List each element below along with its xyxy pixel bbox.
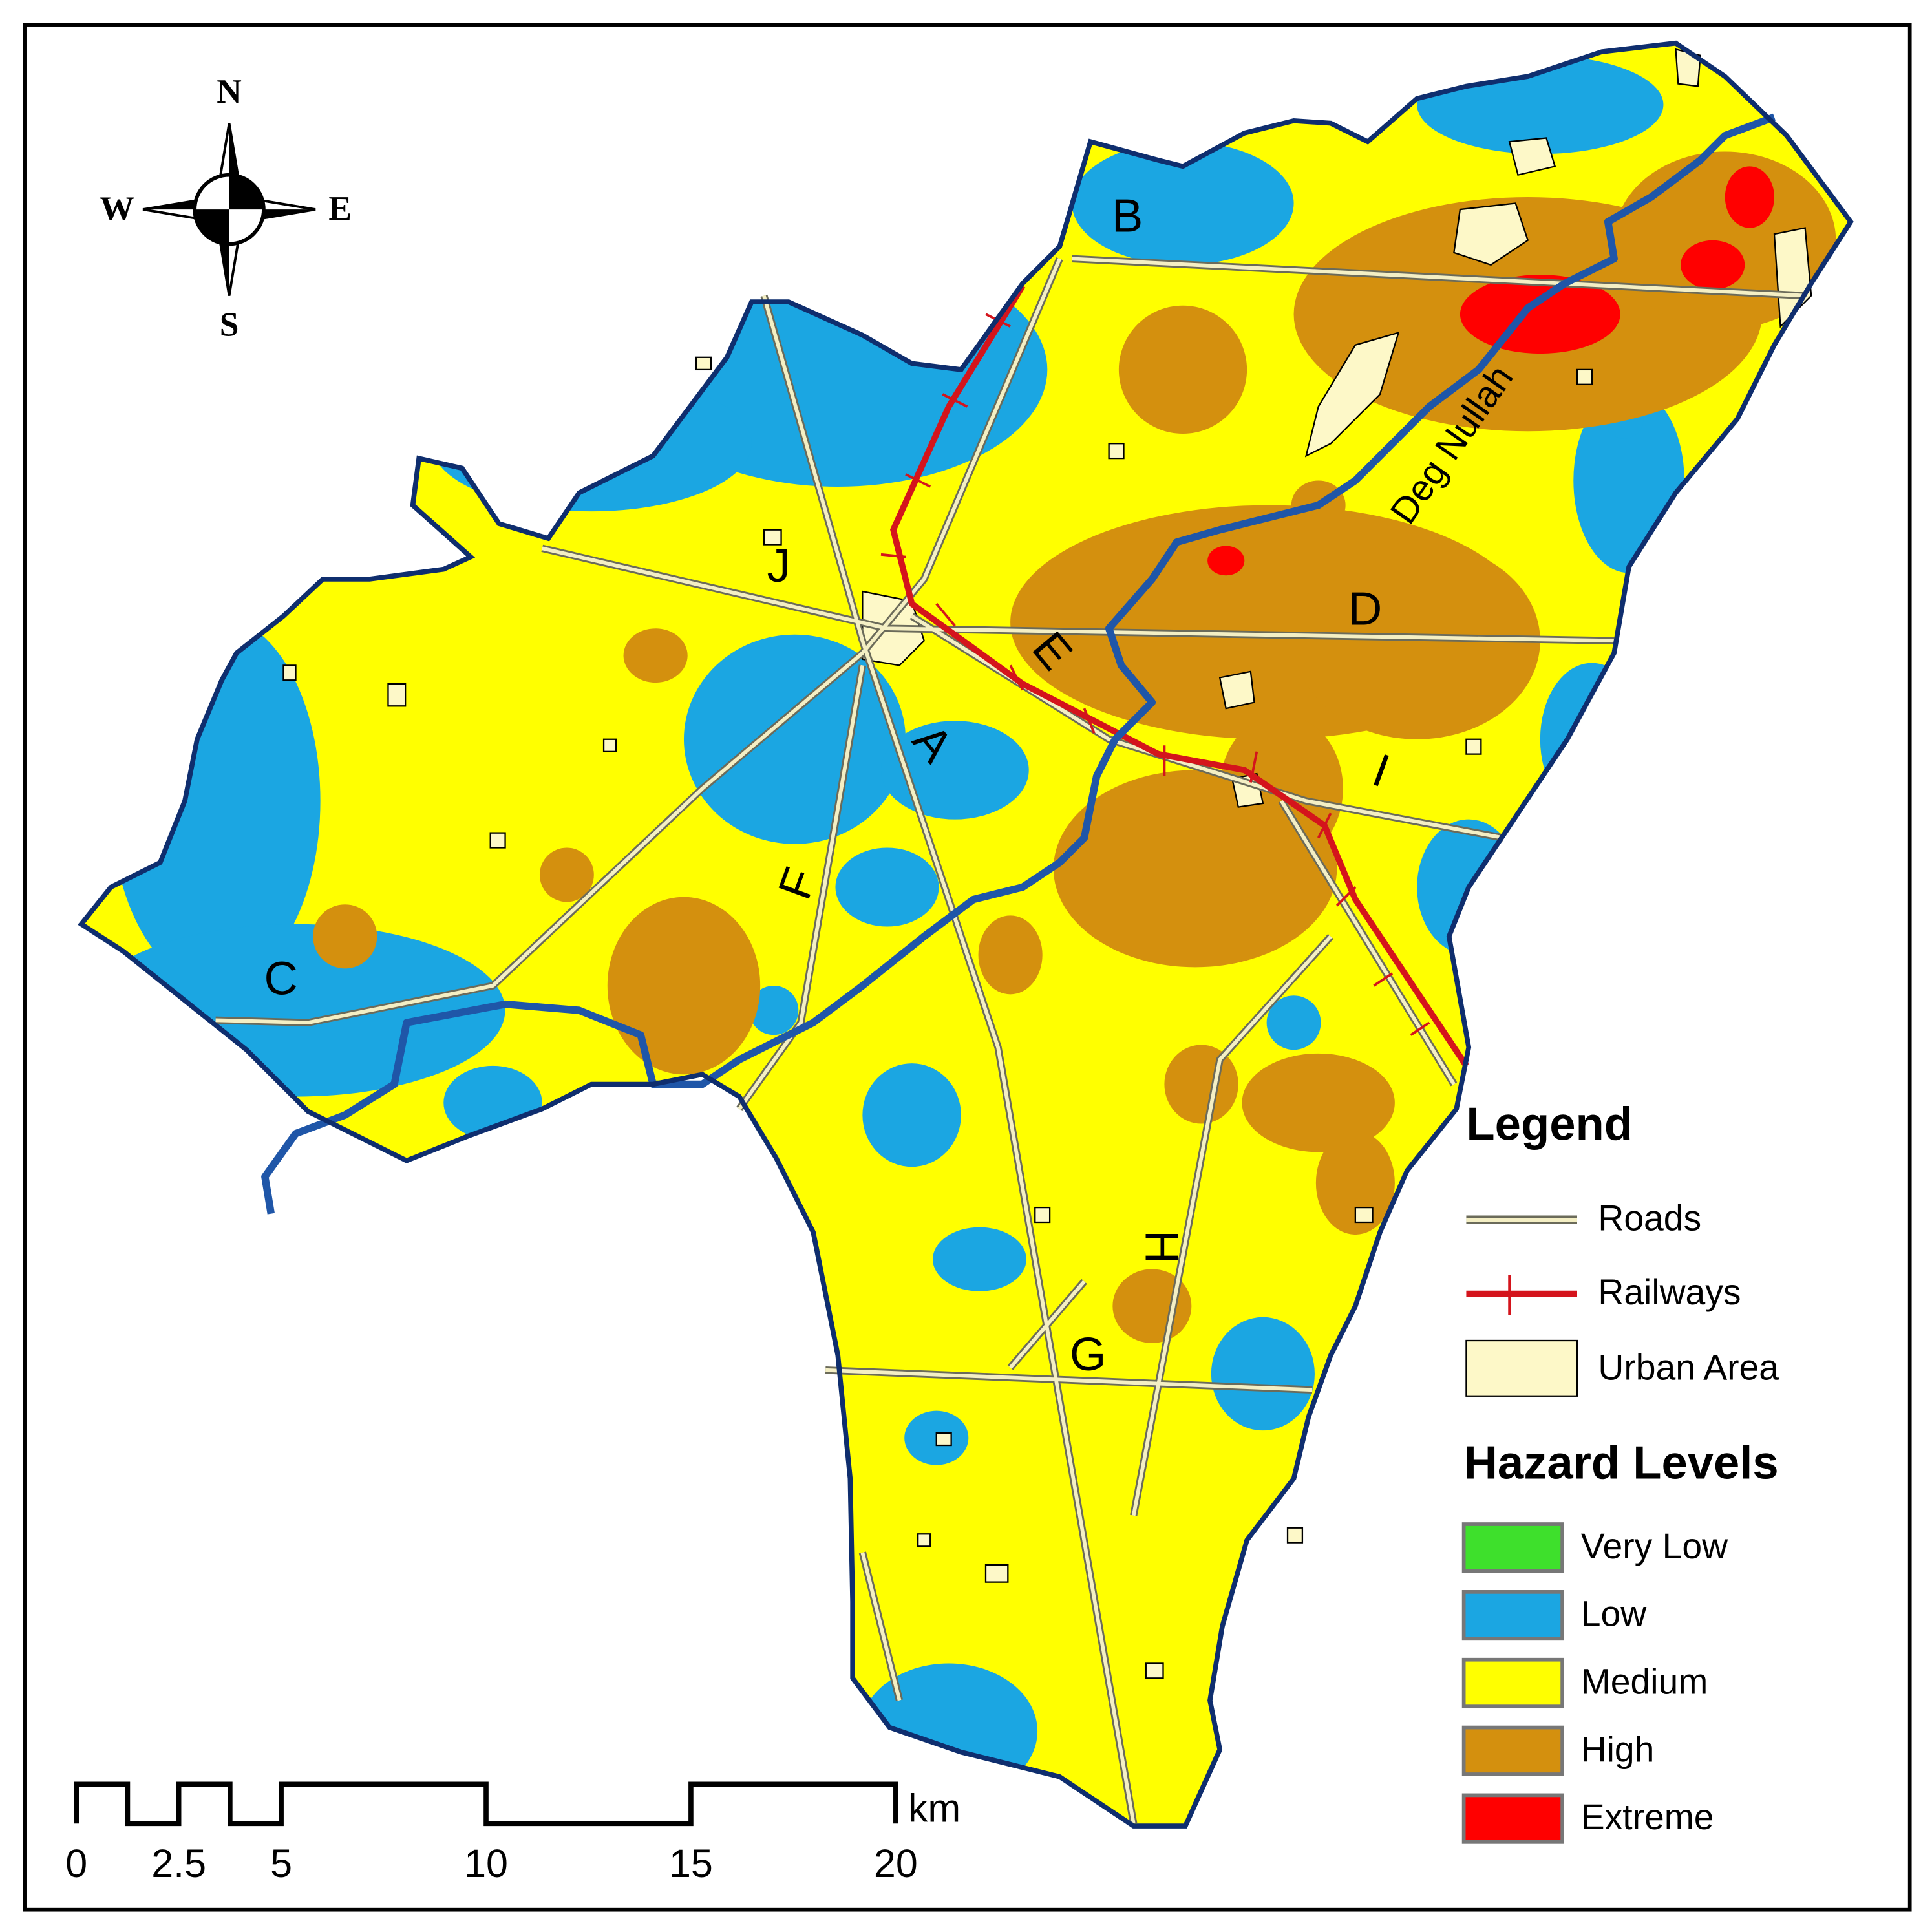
hazard-label: Extreme — [1581, 1797, 1714, 1837]
high-zone — [313, 904, 377, 969]
scale-tick-label: 0 — [65, 1842, 87, 1885]
high-zone — [607, 897, 761, 1075]
compass: N S E W — [100, 72, 352, 343]
compass-east: E — [328, 189, 352, 228]
high-zone — [1220, 714, 1343, 863]
zone-label: D — [1348, 583, 1382, 635]
scale-tick-label: 10 — [464, 1842, 508, 1885]
hazard-swatch — [1461, 1657, 1564, 1709]
urban-area — [1286, 1527, 1304, 1544]
scale-tick-label: 2.5 — [151, 1842, 206, 1885]
high-zone — [1242, 1053, 1395, 1152]
zone-label: H — [1136, 1230, 1188, 1264]
low-zone — [1072, 142, 1294, 265]
high-zone — [1118, 305, 1247, 434]
high-zone — [539, 847, 594, 902]
zone-label: C — [264, 952, 297, 1004]
urban-area — [1453, 202, 1529, 266]
urban-area — [1576, 368, 1593, 385]
hazard-legend-title: Hazard Levels — [1464, 1437, 1779, 1489]
urban-area — [1354, 1206, 1374, 1224]
scale-line — [74, 1781, 898, 1827]
legend-label: Railways — [1598, 1272, 1741, 1312]
urban-swatch — [1465, 1339, 1578, 1397]
urban-area — [1218, 670, 1255, 710]
extreme-zone — [1725, 166, 1774, 228]
high-zone — [1315, 1131, 1395, 1235]
hazard-swatch — [1461, 1725, 1564, 1776]
extreme-zone — [1681, 240, 1745, 290]
legend: Legend Roads Railways Urban Area Hazard … — [1461, 1098, 1779, 1844]
low-zone — [835, 847, 939, 927]
extreme-zone — [1460, 275, 1620, 354]
compass-west: W — [100, 189, 134, 228]
urban-areas — [282, 48, 1812, 1679]
extreme-zones — [1207, 166, 1774, 576]
scale-tick-label: 20 — [874, 1842, 918, 1885]
compass-south: S — [220, 304, 239, 343]
low-zone — [1211, 1317, 1315, 1431]
zone-label: B — [1112, 189, 1143, 242]
hazard-label: Medium — [1581, 1661, 1708, 1701]
zone-label: G — [1070, 1328, 1106, 1381]
extreme-zone — [1207, 546, 1245, 576]
urban-area — [602, 738, 617, 752]
urban-area — [489, 832, 506, 849]
compass-north: N — [217, 72, 242, 111]
urban-area — [1034, 1206, 1051, 1224]
urban-area — [1108, 443, 1125, 460]
low-zone — [683, 634, 906, 844]
hazard-label: Very Low — [1581, 1526, 1728, 1566]
high-zone — [623, 628, 688, 683]
scale-unit: km — [908, 1786, 961, 1830]
urban-area — [917, 1533, 931, 1547]
hazard-label: High — [1581, 1729, 1655, 1769]
roads — [215, 255, 1805, 1825]
legend-label: Roads — [1598, 1198, 1701, 1238]
scale-tick-label: 15 — [669, 1842, 713, 1885]
low-zone — [880, 721, 1029, 820]
low-zone — [749, 986, 799, 1035]
urban-area — [1145, 1662, 1164, 1679]
urban-area — [1508, 137, 1556, 176]
low-zone — [933, 1227, 1026, 1291]
hazard-label: Low — [1581, 1594, 1647, 1634]
urban-area — [1465, 738, 1482, 755]
legend-label: Urban Area — [1598, 1347, 1779, 1387]
scale-bar: 0 2.5 5 10 15 20 km — [65, 1781, 961, 1885]
urban-area — [387, 683, 407, 707]
zone-label: J — [767, 540, 791, 592]
hazard-swatch — [1461, 1793, 1564, 1844]
hazard-swatch — [1461, 1590, 1564, 1641]
river — [261, 113, 1776, 1215]
urban-area — [695, 356, 712, 371]
urban-area — [935, 1432, 952, 1447]
urban-area — [1304, 332, 1400, 458]
urban-area — [763, 529, 782, 546]
scale-tick-label: 5 — [270, 1842, 292, 1885]
high-zone — [978, 915, 1043, 995]
urban-area — [282, 664, 297, 681]
urban-area — [984, 1564, 1009, 1583]
legend-title: Legend — [1466, 1098, 1633, 1150]
hazard-swatch — [1461, 1522, 1564, 1573]
low-zone — [862, 1063, 961, 1167]
low-zone — [1266, 995, 1321, 1050]
